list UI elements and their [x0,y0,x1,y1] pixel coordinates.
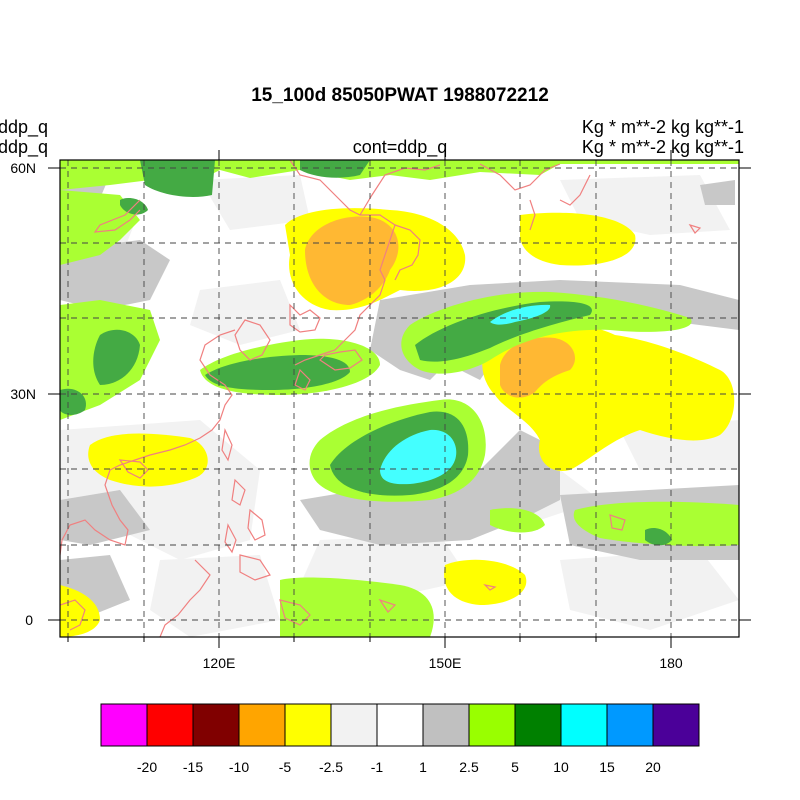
lon-tick-label-120e: 120E [203,655,236,671]
colorbar-label: -15 [183,759,203,775]
colorbar-label: -2.5 [319,759,343,775]
colorbar-box [146,703,194,747]
colorbar-label: 15 [599,759,615,775]
colorbar-box [606,703,654,747]
units-label-2: Kg * m**-2 kg kg**-1 [581,137,744,157]
colorbar-box [192,703,240,747]
colorbar-label: -1 [371,759,384,775]
colorbar-box [376,703,424,747]
contour-label: cont=ddp_q [352,137,448,157]
lat-tick-label-0: 0 [25,612,33,628]
variable-label-2: ddp_q [0,137,49,157]
colorbar-boxes [100,703,700,747]
map-frame [59,159,740,638]
colorbar-box [238,703,286,747]
colorbar-label: -20 [137,759,157,775]
graticule [60,160,739,637]
coastlines [60,160,702,637]
map-panel [60,160,739,637]
colorbar-box [652,703,700,747]
lat-tick-label-30n: 30N [10,386,36,402]
field-orange-regions [305,216,575,398]
lon-tick-label-180: 180 [659,655,683,671]
colorbar-label: 5 [511,759,519,775]
colorbar-box [100,703,148,747]
colorbar-label: -5 [279,759,292,775]
colorbar-box [422,703,470,747]
colorbar-label: 20 [645,759,661,775]
colorbar-label: 1 [419,759,427,775]
colorbar-box [560,703,608,747]
units-label-1: Kg * m**-2 kg kg**-1 [581,117,744,137]
colorbar-label: -10 [229,759,249,775]
plot-title: 15_100d 85050PWAT 1988072212 [251,85,549,106]
colorbar-box [514,703,562,747]
colorbar-box [284,703,332,747]
axis-ticks [48,150,751,648]
colorbar-label: 2.5 [459,759,479,775]
colorbar: -20 -15 -10 -5 -2.5 -1 1 2.5 5 10 15 20 [100,703,700,775]
colorbar-labels: -20 -15 -10 -5 -2.5 -1 1 2.5 5 10 15 20 [137,759,661,775]
colorbar-box [468,703,516,747]
variable-label-1: ddp_q [0,117,49,137]
colorbar-box [330,703,378,747]
colorbar-label: 10 [553,759,569,775]
lon-tick-label-150e: 150E [429,655,462,671]
lat-tick-label-60n: 60N [10,160,36,176]
